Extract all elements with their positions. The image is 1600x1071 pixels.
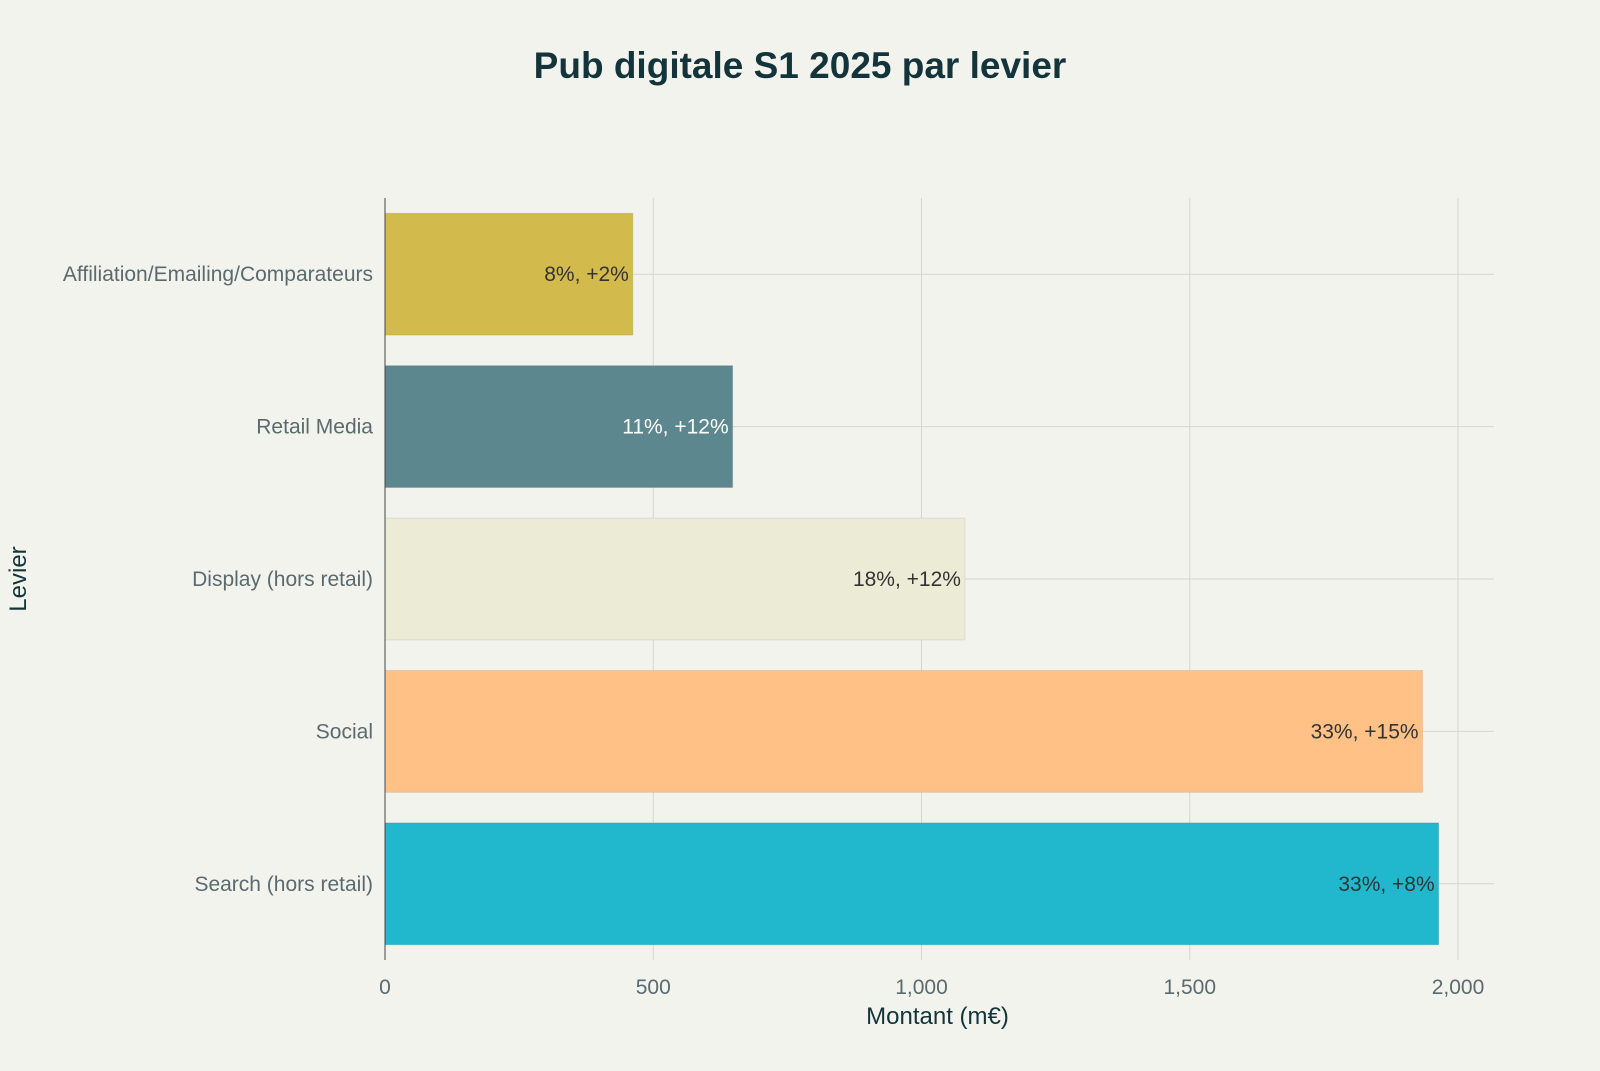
category-label: Search (hors retail)	[194, 873, 373, 896]
x-tick-label: 0	[379, 976, 391, 999]
bar	[384, 669, 1424, 793]
x-tick-label: 2,000	[1432, 976, 1485, 999]
chart-title: Pub digitale S1 2025 par levier	[534, 45, 1067, 86]
y-axis-title: Levier	[5, 546, 32, 611]
bar	[384, 517, 966, 641]
x-tick-label: 500	[636, 976, 671, 999]
bar-data-label: 8%, +2%	[544, 263, 629, 286]
bar-data-label: 33%, +15%	[1311, 720, 1419, 743]
bars	[384, 212, 1440, 946]
x-tick-labels: 0 500 1,000 1,500 2,000	[379, 976, 1484, 999]
bar	[384, 212, 634, 336]
category-labels: Affiliation/Emailing/Comparateurs Retail …	[63, 263, 373, 896]
bar-data-label: 11%, +12%	[622, 416, 728, 439]
x-axis-title: Montant (m€)	[866, 1003, 1009, 1030]
category-label: Social	[316, 720, 373, 743]
bar	[384, 822, 1440, 946]
bar	[384, 365, 734, 489]
bar-data-label: 33%, +8%	[1338, 873, 1434, 896]
x-tick-label: 1,000	[895, 976, 948, 999]
category-label: Retail Media	[256, 416, 373, 439]
data-labels: 8%, +2% 11%, +12% 18%, +12% 33%, +15% 33%, +…	[544, 263, 1434, 896]
category-label: Display (hors retail)	[192, 568, 373, 591]
bar-data-label: 18%, +12%	[853, 568, 961, 591]
x-tick-label: 1,500	[1163, 976, 1216, 999]
category-label: Affiliation/Emailing/Comparateurs	[63, 263, 373, 286]
